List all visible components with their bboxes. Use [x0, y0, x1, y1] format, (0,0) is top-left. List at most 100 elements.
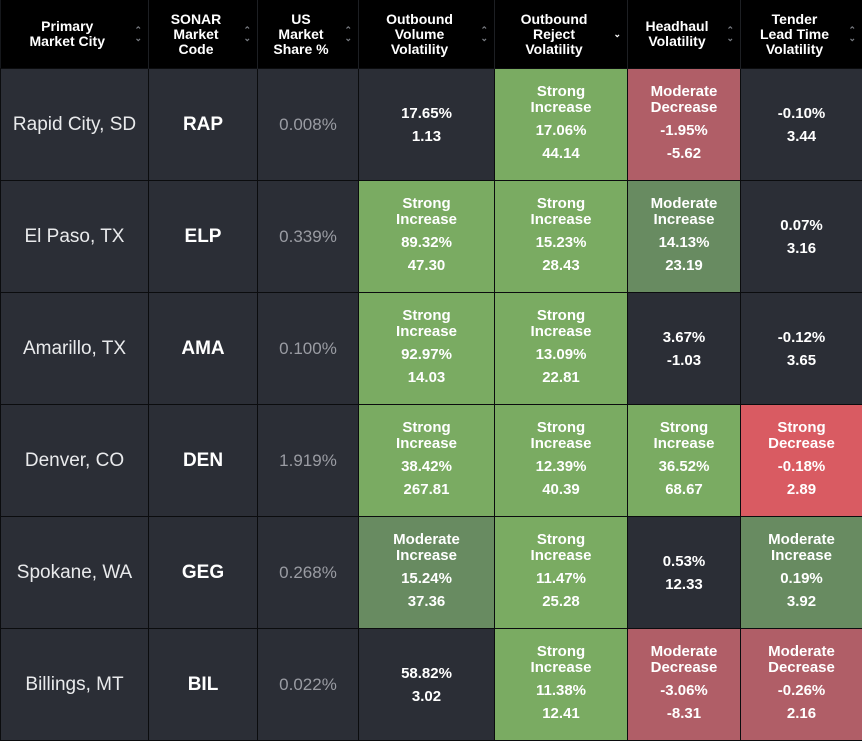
market-share-cell: 0.268%: [258, 517, 359, 629]
market-share-cell: 0.339%: [258, 181, 359, 293]
column-header-outbound-volume-volatility[interactable]: Outbound Volume Volatility ⌃⌄: [359, 0, 495, 69]
status-label: Strong Increase: [495, 532, 627, 564]
status-label: Strong Increase: [359, 308, 494, 340]
sort-both-icon[interactable]: ⌃⌄: [344, 26, 352, 42]
status-label: Strong Increase: [495, 84, 627, 116]
percent-change-value: 15.24%: [359, 567, 494, 590]
volatility-score-value: 40.39: [495, 478, 627, 501]
sort-both-icon[interactable]: ⌃⌄: [480, 26, 488, 42]
volatility-score-value: 3.65: [741, 349, 862, 372]
market-code-cell: RAP: [149, 69, 258, 181]
market-city-cell: Amarillo, TX: [1, 293, 149, 405]
tender-lead-time-volatility-cell: 0.07%3.16: [741, 181, 862, 293]
market-city-cell: El Paso, TX: [1, 181, 149, 293]
volatility-score-value: 23.19: [628, 254, 740, 277]
column-header-sonar-market-code[interactable]: SONAR Market Code ⌃⌄: [149, 0, 258, 69]
percent-change-value: 0.19%: [741, 567, 862, 590]
tender-lead-time-volatility-cell: -0.10%3.44: [741, 69, 862, 181]
column-label: Headhaul Volatility: [645, 19, 708, 49]
sort-both-icon[interactable]: ⌃⌄: [848, 26, 856, 42]
column-label: SONAR Market Code: [171, 12, 222, 57]
volatility-score-value: 1.13: [359, 125, 494, 148]
sort-both-icon[interactable]: ⌃⌄: [243, 26, 251, 42]
market-city-cell: Rapid City, SD: [1, 69, 149, 181]
percent-change-value: 17.06%: [495, 119, 627, 142]
market-share-cell: 0.100%: [258, 293, 359, 405]
percent-change-value: 3.67%: [628, 326, 740, 349]
volatility-score-value: -8.31: [628, 702, 740, 725]
status-label: Strong Decrease: [741, 420, 862, 452]
headhaul-volatility-cell: 3.67%-1.03: [628, 293, 741, 405]
column-label: Primary Market City: [30, 19, 105, 49]
market-share-cell: 0.022%: [258, 629, 359, 741]
volatility-score-value: 12.33: [628, 573, 740, 596]
status-label: Strong Increase: [495, 308, 627, 340]
sort-both-icon[interactable]: ⌃⌄: [726, 26, 734, 42]
volatility-score-value: 3.16: [741, 237, 862, 260]
status-label: Strong Increase: [628, 420, 740, 452]
column-label: Outbound Volume Volatility: [386, 12, 453, 57]
column-header-headhaul-volatility[interactable]: Headhaul Volatility ⌃⌄: [628, 0, 741, 69]
volatility-score-value: -5.62: [628, 142, 740, 165]
status-label: Moderate Increase: [741, 532, 862, 564]
status-label: Moderate Increase: [359, 532, 494, 564]
market-share-cell: 1.919%: [258, 405, 359, 517]
column-header-outbound-reject-volatility[interactable]: Outbound Reject Volatility ⌄: [495, 0, 628, 69]
percent-change-value: 13.09%: [495, 343, 627, 366]
volatility-score-value: 267.81: [359, 478, 494, 501]
status-label: Strong Increase: [359, 196, 494, 228]
tender-lead-time-volatility-cell: Strong Decrease-0.18%2.89: [741, 405, 862, 517]
market-code-cell: GEG: [149, 517, 258, 629]
market-code-cell: ELP: [149, 181, 258, 293]
column-label: Tender Lead Time Volatility: [760, 12, 829, 57]
percent-change-value: 11.38%: [495, 679, 627, 702]
status-label: Moderate Decrease: [741, 644, 862, 676]
volatility-score-value: 3.92: [741, 590, 862, 613]
status-label: Strong Increase: [495, 420, 627, 452]
percent-change-value: 0.07%: [741, 214, 862, 237]
status-label: Strong Increase: [495, 644, 627, 676]
outbound-volume-volatility-cell: 58.82%3.02: [359, 629, 495, 741]
percent-change-value: 11.47%: [495, 567, 627, 590]
outbound-reject-volatility-cell: Strong Increase 12.39%40.39: [495, 405, 628, 517]
volatility-score-value: 44.14: [495, 142, 627, 165]
sort-both-icon[interactable]: ⌃⌄: [134, 26, 142, 42]
percent-change-value: 92.97%: [359, 343, 494, 366]
percent-change-value: -3.06%: [628, 679, 740, 702]
percent-change-value: 12.39%: [495, 455, 627, 478]
percent-change-value: -0.26%: [741, 679, 862, 702]
percent-change-value: 14.13%: [628, 231, 740, 254]
percent-change-value: 15.23%: [495, 231, 627, 254]
column-header-primary-market-city[interactable]: Primary Market City ⌃⌄: [1, 0, 149, 69]
column-header-us-market-share[interactable]: US Market Share % ⌃⌄: [258, 0, 359, 69]
volatility-score-value: 3.44: [741, 125, 862, 148]
outbound-volume-volatility-cell: 17.65%1.13: [359, 69, 495, 181]
volatility-score-value: 37.36: [359, 590, 494, 613]
market-city-cell: Billings, MT: [1, 629, 149, 741]
outbound-volume-volatility-cell: Moderate Increase 15.24%37.36: [359, 517, 495, 629]
status-label: Moderate Increase: [628, 196, 740, 228]
column-label: US Market Share %: [273, 12, 328, 57]
outbound-reject-volatility-cell: Strong Increase 17.06%44.14: [495, 69, 628, 181]
headhaul-volatility-cell: 0.53%12.33: [628, 517, 741, 629]
percent-change-value: -1.95%: [628, 119, 740, 142]
column-header-tender-lead-time-volatility[interactable]: Tender Lead Time Volatility ⌃⌄: [741, 0, 862, 69]
volatility-score-value: 3.02: [359, 685, 494, 708]
market-city-cell: Denver, CO: [1, 405, 149, 517]
sort-descending-icon[interactable]: ⌄: [613, 30, 621, 38]
market-city-cell: Spokane, WA: [1, 517, 149, 629]
market-share-cell: 0.008%: [258, 69, 359, 181]
